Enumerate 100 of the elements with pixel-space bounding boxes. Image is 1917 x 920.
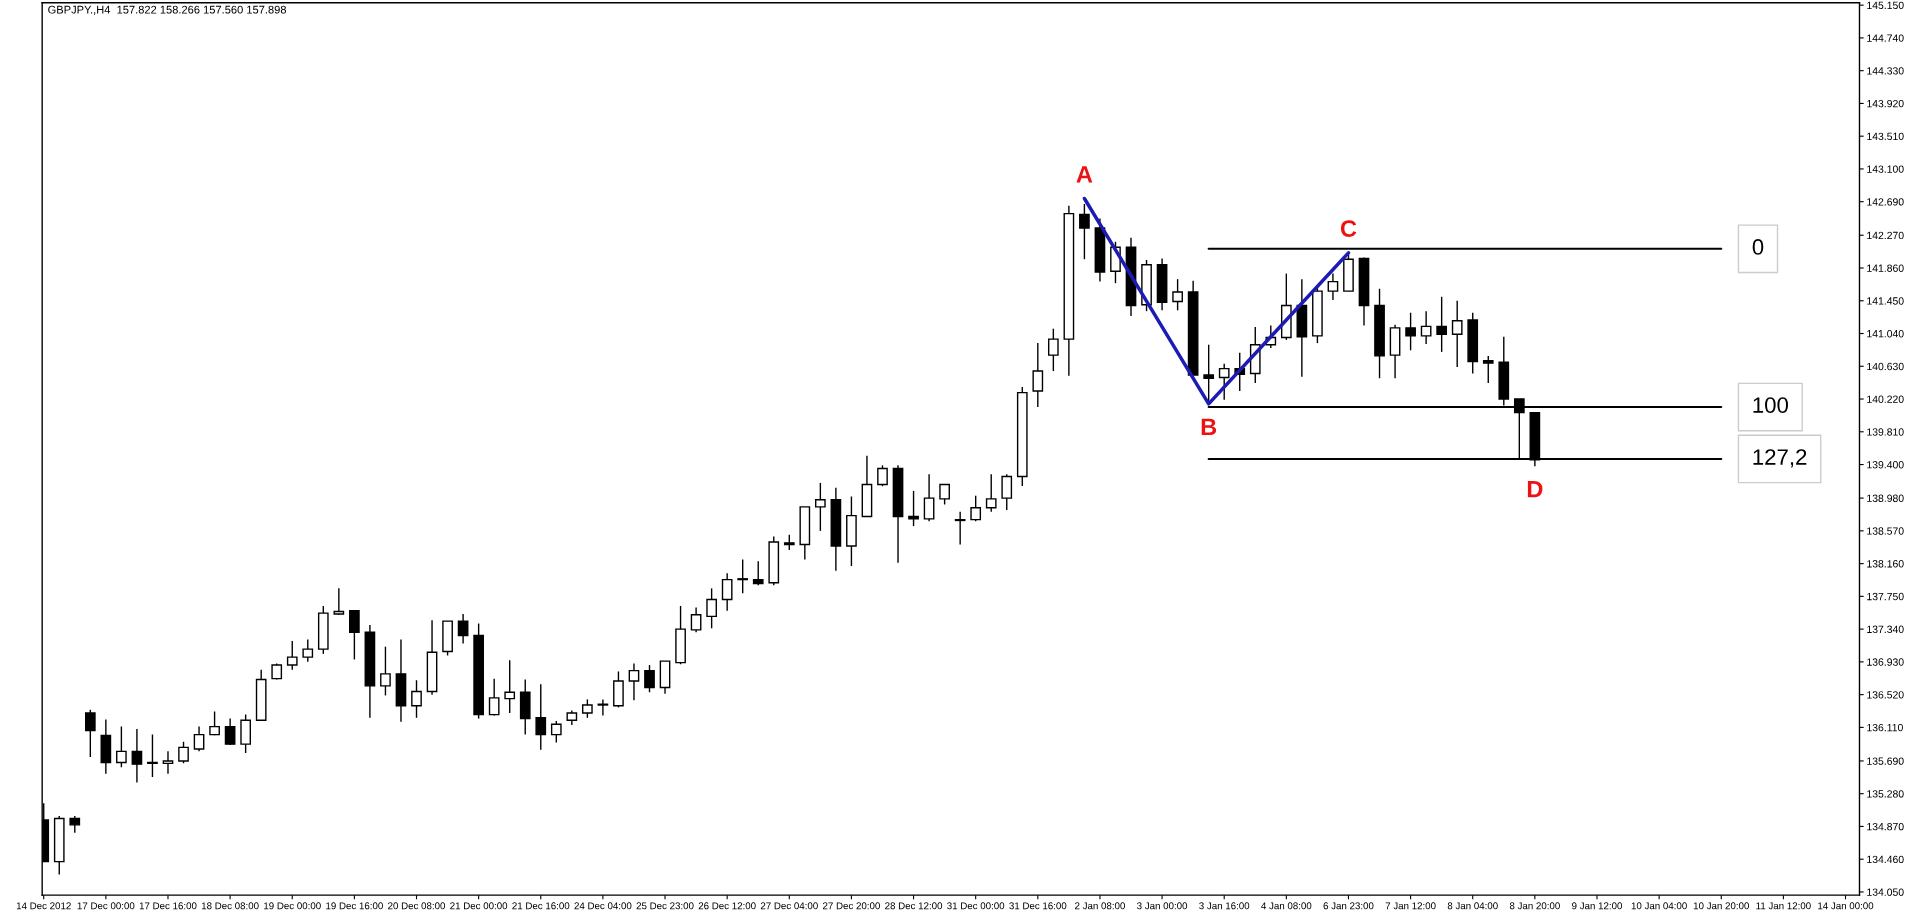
candlestick [1172,278,1183,312]
candlestick [1047,328,1059,372]
candlestick [380,645,391,697]
x-tick-label: 8 Jan 04:00 [1447,902,1498,910]
candlestick [721,572,733,612]
candlestick [178,741,189,765]
candlestick [815,482,826,532]
x-tick-label: 17 Dec 00:00 [77,902,135,910]
annotation: A [1076,166,1093,183]
y-tick-label: 143.920 [1867,99,1904,108]
x-tick-label: 11 Jan 12:00 [1756,902,1811,910]
x-tick-label: 9 Jan 12:00 [1572,902,1623,910]
candlestick [877,464,888,487]
x-tick-label: 19 Dec 00:00 [264,902,321,910]
candlestick [1218,363,1230,401]
y-tick-label: 141.040 [1867,330,1904,338]
candlestick [1436,296,1448,353]
candlestick [737,558,749,594]
x-tick-label: 3 Jan 00:00 [1137,902,1188,910]
y-tick-label: 144.740 [1867,34,1904,42]
candlestick [923,473,935,522]
annotation: D [1527,481,1543,498]
y-tick-label: 140.630 [1867,362,1904,371]
y-tick-label: 138.570 [1867,527,1904,535]
candlestick [628,662,640,701]
y-tick-label: 134.050 [1867,888,1904,896]
y-tick-label: 139.400 [1867,461,1904,469]
x-tick-label: 14 Dec 2012 [16,902,71,910]
x-tick-label: 21 Dec 00:00 [450,902,508,910]
x-tick-label: 10 Jan 20:00 [1693,902,1749,910]
x-tick-label: 14 Jan 00:00 [1818,902,1874,910]
x-tick-label: 8 Jan 20:00 [1509,902,1560,910]
y-tick-label: 136.930 [1867,658,1904,666]
annotation: B [1201,418,1217,435]
candlestick [224,717,236,746]
annotation: 0 [1752,239,1764,255]
x-tick-label: 26 Dec 12:00 [698,902,756,910]
candlestick [970,495,982,522]
y-tick-label: 143.510 [1867,132,1904,141]
candlestick [1451,300,1463,368]
candlestick [985,473,997,513]
chart-title: GBPJPY.,H4 157.822 158.266 157.560 157.898 [48,5,287,15]
y-tick-label: 136.110 [1867,723,1903,732]
y-tick-label: 136.520 [1867,691,1904,699]
y-tick-label: 134.870 [1867,822,1904,831]
candlestick [147,733,158,778]
y-tick-label: 142.690 [1867,198,1904,206]
candlestick [349,610,360,661]
candlestick [193,725,205,753]
candlestick [457,613,469,645]
candlestick [116,725,127,769]
candlestick [504,659,516,714]
x-tick-label: 25 Dec 23:00 [636,902,694,910]
candlestick [84,709,96,758]
candlestick [302,638,314,663]
candlestick [411,679,422,719]
candlestick [752,560,764,586]
candlestick [550,720,562,744]
y-tick-label: 137.340 [1867,625,1904,633]
y-tick-label: 135.690 [1867,757,1904,765]
candlestick [1032,342,1044,408]
y-tick-label: 134.460 [1867,855,1904,864]
x-tick-label: 17 Dec 16:00 [139,902,197,910]
x-tick-label: 18 Dec 08:00 [201,902,259,910]
x-tick-label: 19 Dec 16:00 [326,902,383,910]
candlestick [597,698,609,717]
y-tick-label: 135.280 [1867,790,1904,798]
x-tick-label: 28 Dec 12:00 [885,902,943,910]
candlestick [131,728,143,784]
annotation: 100 [1753,397,1789,413]
x-tick-label: 4 Jan 08:00 [1261,902,1312,910]
y-tick-label: 141.860 [1867,264,1904,272]
candlestick [286,640,298,671]
candlestick [582,698,593,719]
candlestick [939,483,950,506]
candlestick [706,587,717,630]
candlestick [535,683,547,751]
y-tick-label: 137.750 [1867,592,1904,601]
y-tick-label: 138.160 [1867,560,1904,568]
annotation: C [1340,220,1357,237]
y-tick-label: 143.100 [1867,165,1904,173]
x-tick-label: 27 Dec 04:00 [760,902,818,910]
candlestick [1327,272,1339,301]
annotation: 127,2 [1753,449,1807,468]
candlestick [954,510,966,546]
candlestick [333,587,345,616]
candlestick [908,490,919,527]
x-tick-label: 7 Jan 12:00 [1385,902,1436,910]
candlestick [644,664,655,693]
x-tick-label: 3 Jan 16:00 [1199,902,1250,910]
x-tick-label: 2 Jan 08:00 [1075,902,1125,910]
x-tick-label: 6 Jan 23:00 [1323,902,1374,910]
candlestick [1482,355,1494,384]
y-tick-label: 138.980 [1867,494,1904,502]
candlestick [162,750,174,775]
x-tick-label: 21 Dec 16:00 [512,902,570,910]
candlestick [1001,473,1013,511]
x-tick-label: 31 Dec 16:00 [1009,902,1067,910]
candlestick [1203,344,1215,403]
y-tick-label: 142.270 [1867,231,1904,240]
